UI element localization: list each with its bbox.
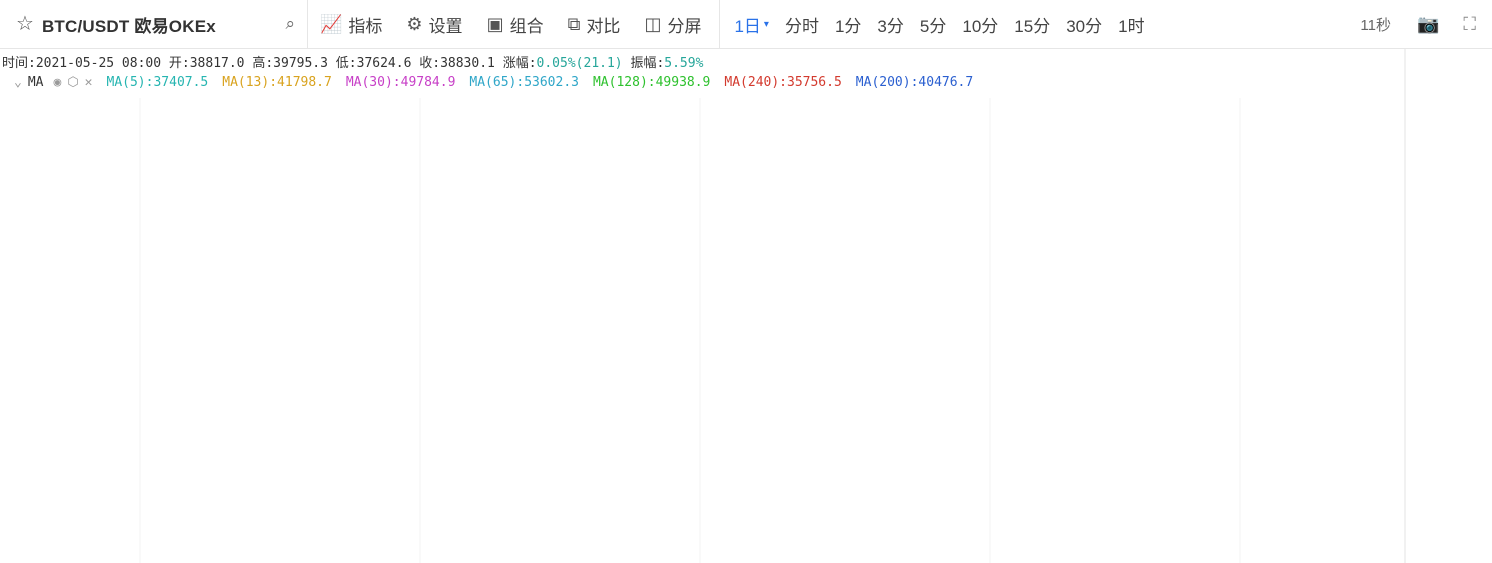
low-value: 37624.6 <box>356 56 412 71</box>
period-10m[interactable]: 10分 <box>962 16 999 36</box>
chart-toolbar: ☆ BTC/USDT 欧易OKEx ⌕ 📈 指标 ⚙ 设置 ▣ 组合 ⧉ 对比 ◫ 分屏 … <box>0 0 1492 49</box>
collapse-icon[interactable]: ⌄ <box>14 75 22 90</box>
camera-icon[interactable]: 📷 <box>1416 13 1440 34</box>
period-3m[interactable]: 3分 <box>877 16 904 36</box>
chevron-down-icon: ▾ <box>763 18 769 30</box>
period-timeshare[interactable]: 分时 <box>784 16 819 36</box>
close-value: 38830.1 <box>440 56 495 71</box>
ma-title: MA <box>27 75 44 90</box>
gear-icon: ⚙ <box>406 13 423 34</box>
tool-split[interactable]: ◫ 分屏 <box>632 0 713 48</box>
time-value: 2021-05-25 08:00 <box>35 56 162 71</box>
ma-legend-item: MA(30):49784.9 <box>345 75 456 90</box>
ma-legend-item: MA(13):41798.7 <box>222 75 332 90</box>
split-icon: ◫ <box>644 13 662 34</box>
period-5m[interactable]: 5分 <box>919 16 947 36</box>
change-label: 涨幅: <box>502 56 537 71</box>
indicator-icon: 📈 <box>320 13 343 34</box>
low-label: 低: <box>335 56 357 71</box>
close-label: 收: <box>419 56 441 71</box>
close-icon[interactable]: ✕ <box>84 75 93 90</box>
period-30m[interactable]: 30分 <box>1066 16 1103 36</box>
toolbar-right: 11秒 📷 ⛶ <box>1360 0 1492 48</box>
ma-legend-item: MA(240):35756.5 <box>724 75 842 90</box>
tool-label: 对比 <box>586 16 621 36</box>
tool-label: 分屏 <box>667 16 702 36</box>
high-label: 高: <box>252 56 274 71</box>
ohlc-info: 时间:2021-05-25 08:00 开:38817.0 高:39795.3 … <box>2 52 703 71</box>
time-label: 时间: <box>2 56 36 71</box>
tool-layout[interactable]: ▣ 组合 <box>475 0 556 48</box>
refresh-timer: 11秒 <box>1360 16 1391 34</box>
amplitude-value: 5.59% <box>664 56 704 71</box>
tool-label: 设置 <box>428 16 463 36</box>
layout-icon: ▣ <box>486 13 504 34</box>
eye-icon[interactable]: ◉ <box>53 75 62 90</box>
settings-hex-icon[interactable]: ⬡ <box>67 75 79 90</box>
ma-legend-item: MA(200):40476.7 <box>855 75 974 90</box>
open-label: 开: <box>168 56 190 71</box>
search-icon[interactable]: ⌕ <box>285 14 295 33</box>
tool-settings[interactable]: ⚙ 设置 <box>394 0 474 48</box>
ma-values: MA(5):37407.5 MA(13):41798.7 MA(30):49784.… <box>107 75 988 90</box>
period-1m[interactable]: 1分 <box>834 16 862 36</box>
tool-compare[interactable]: ⧉ 对比 <box>556 0 633 48</box>
toolbar-divider <box>719 0 721 48</box>
tool-label: 组合 <box>509 16 544 36</box>
chart-grid <box>139 48 1406 563</box>
fullscreen-icon[interactable]: ⛶ <box>1463 13 1476 34</box>
ma-legend-item: MA(65):53602.3 <box>469 75 579 90</box>
period-1d[interactable]: 1日 ▾ <box>726 0 777 48</box>
ma-legend: ⌄ MA ◉ ⬡ ✕ MA(5):37407.5 MA(13):41798.7 MA(30):… <box>14 75 1001 90</box>
ma-legend-item: MA(5):37407.5 <box>106 75 209 90</box>
period-label: 1日 <box>734 16 761 36</box>
star-icon[interactable]: ☆ <box>16 13 34 35</box>
ma-legend-item: MA(128):49938.9 <box>592 75 711 90</box>
pair-title[interactable]: BTC/USDT 欧易OKEx <box>41 16 216 36</box>
symbol-area: ☆ BTC/USDT 欧易OKEx ⌕ <box>0 0 308 48</box>
tool-label: 指标 <box>348 16 383 36</box>
amplitude-label: 振幅: <box>630 56 665 71</box>
high-value: 39795.3 <box>273 56 328 71</box>
change-value: 0.05%(21.1) <box>536 56 623 71</box>
open-value: 38817.0 <box>189 56 245 71</box>
tool-indicator[interactable]: 📈 指标 <box>308 0 394 48</box>
compare-icon: ⧉ <box>567 13 581 34</box>
period-1h[interactable]: 1时 <box>1118 16 1145 36</box>
period-15m[interactable]: 15分 <box>1014 16 1051 36</box>
